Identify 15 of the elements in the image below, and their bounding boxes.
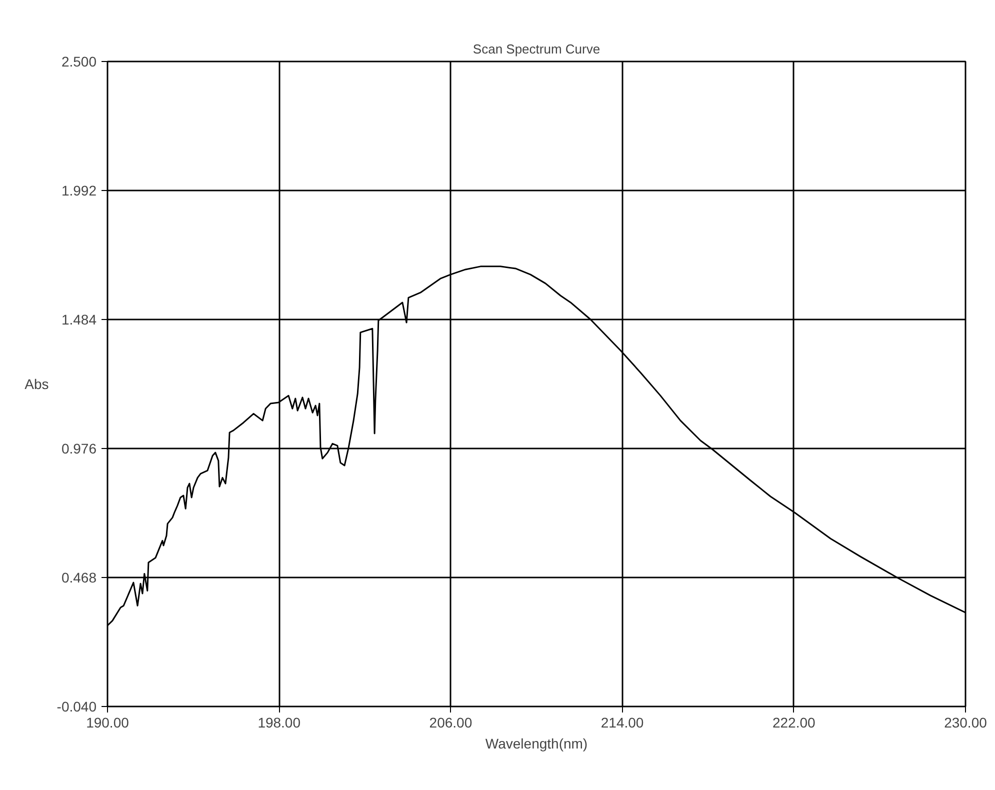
x-tick-label: 230.00: [944, 714, 988, 730]
x-tick-label: 198.00: [258, 714, 301, 730]
x-tick-label: 222.00: [772, 714, 816, 730]
y-tick-label: 2.500: [61, 54, 97, 70]
y-axis-title: Abs: [24, 376, 49, 392]
x-tick-label: 206.00: [429, 714, 472, 730]
y-tick-label: 0.468: [61, 570, 97, 586]
chart-title: Scan Spectrum Curve: [472, 42, 600, 56]
x-tick-label: 214.00: [600, 714, 644, 730]
x-axis-title: Wavelength(nm): [485, 736, 588, 752]
y-tick-label: 1.484: [61, 312, 97, 328]
y-tick-label: 0.976: [61, 440, 97, 456]
y-tick-label: 1.992: [61, 182, 97, 198]
y-tick-label: -0.040: [56, 698, 97, 714]
x-tick-label: 190.00: [86, 714, 130, 730]
